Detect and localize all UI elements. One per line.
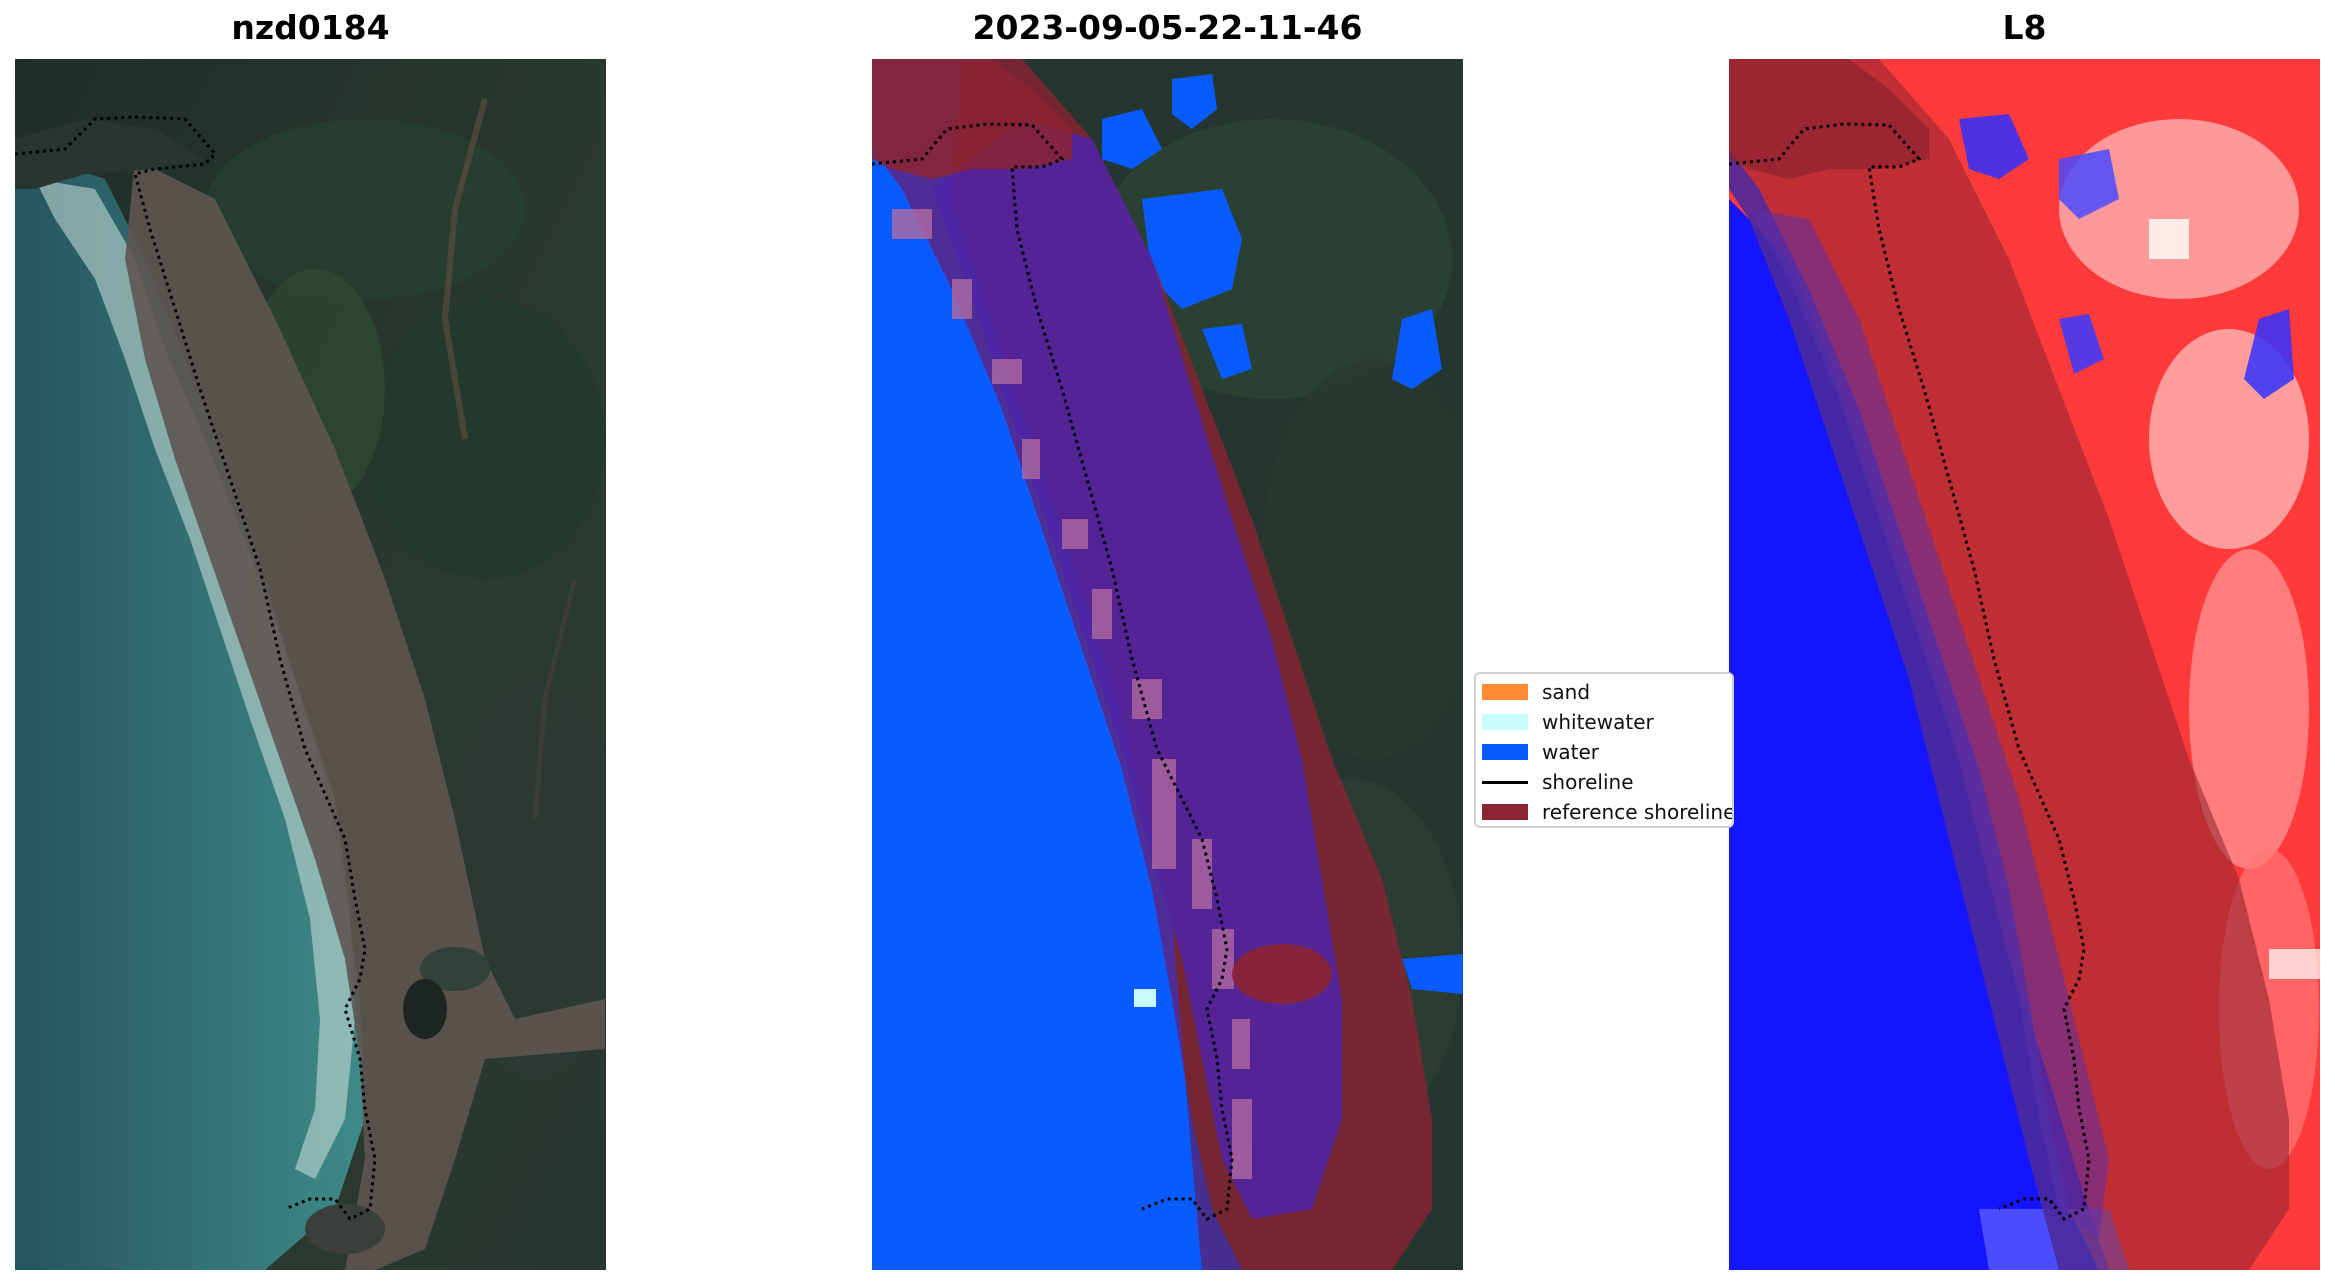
panel-title-index: L8 (2002, 8, 2047, 47)
legend-label-sand: sand (1542, 680, 1591, 704)
legend-swatch-sand (1482, 684, 1528, 700)
legend-swatch-water (1482, 744, 1528, 760)
legend-item-whitewater: whitewater (1476, 706, 1732, 736)
legend-item-sand: sand (1476, 676, 1732, 706)
shoreline-rgb (15, 115, 377, 1221)
shoreline-classified (872, 122, 1234, 1221)
map-legend: sand whitewater water shoreline referenc… (1474, 672, 1734, 828)
legend-swatch-shoreline (1482, 781, 1528, 784)
legend-swatch-reference-shoreline (1482, 804, 1528, 820)
legend-label-water: water (1542, 740, 1599, 764)
panel-title-classified: 2023-09-05-22-11-46 (972, 8, 1363, 47)
legend-item-shoreline: shoreline (1476, 766, 1732, 796)
panel-title-rgb: nzd0184 (231, 8, 390, 47)
legend-label-whitewater: whitewater (1542, 710, 1654, 734)
legend-item-reference-shoreline: reference shoreline (1476, 796, 1734, 826)
rgb-satellite-image (15, 59, 606, 1270)
legend-swatch-whitewater (1482, 714, 1528, 730)
legend-label-reference-shoreline: reference shoreline (1542, 800, 1734, 824)
legend-item-water: water (1476, 736, 1732, 766)
index-image (1729, 59, 2320, 1270)
classified-image (872, 59, 1463, 1270)
legend-label-shoreline: shoreline (1542, 770, 1634, 794)
shoreline-index (1729, 122, 2091, 1221)
